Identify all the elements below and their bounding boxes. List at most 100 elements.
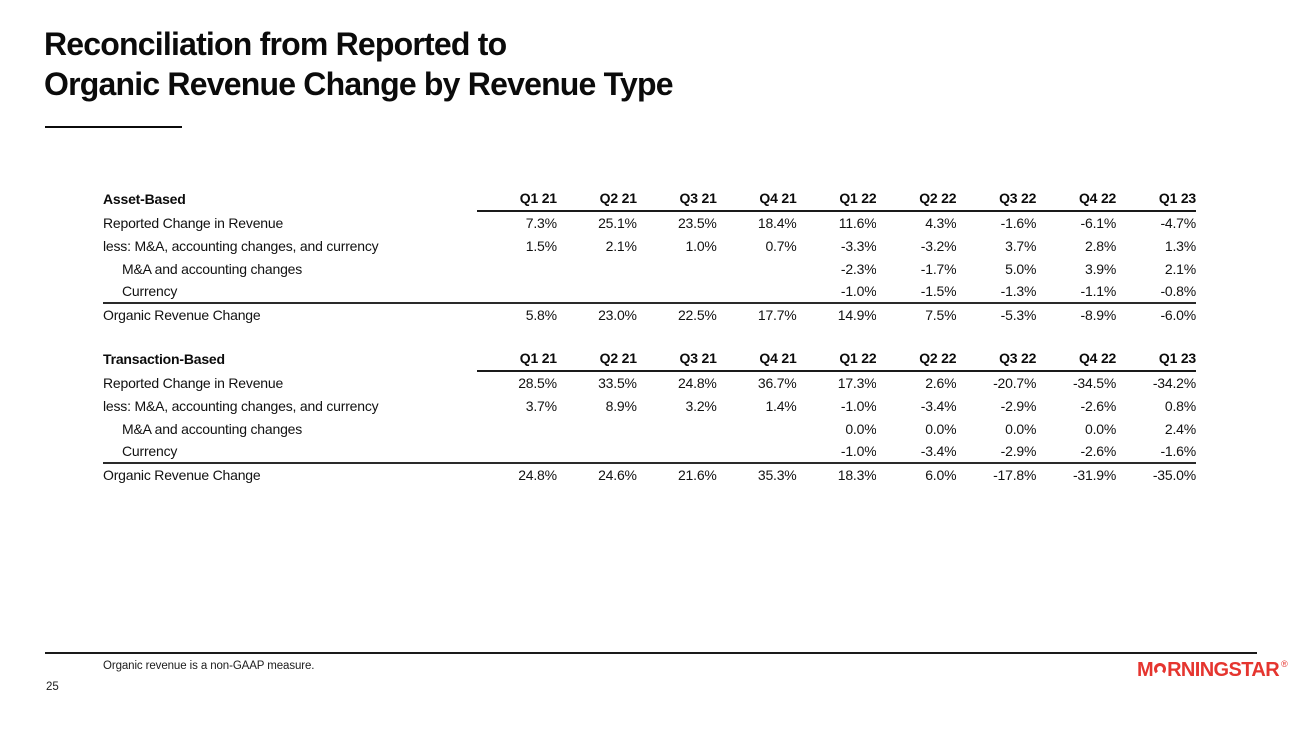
table-row: less: M&A, accounting changes, and curre… (103, 394, 1196, 417)
cell-value (477, 440, 557, 464)
cell-value: 33.5% (598, 375, 637, 391)
cell-value: -34.2% (1152, 375, 1197, 391)
row-label: Organic Revenue Change (103, 307, 261, 323)
cell-value: -0.8% (1116, 280, 1197, 304)
cell-value (637, 417, 717, 440)
cell-value (477, 417, 557, 440)
page-number: 25 (46, 681, 59, 693)
title-underline (45, 126, 182, 128)
cell-value (717, 417, 797, 440)
table-header-row: Transaction-Based Q1 21 Q2 21 Q3 21 Q4 21 Q1 … (103, 346, 1197, 372)
cell-value: -17.8% (993, 467, 1037, 483)
cell-value: 1.4% (765, 397, 797, 414)
cell-value: 7.5% (925, 307, 957, 323)
cell-value: -1.3% (956, 280, 1037, 304)
row-label: less: M&A, accounting changes, and curre… (103, 397, 379, 414)
cell-value: 7.3% (525, 215, 557, 231)
page-title: Reconciliation from Reported to Organic … (44, 24, 674, 104)
cell-value: 18.3% (837, 467, 877, 483)
cell-value: -3.4% (876, 440, 957, 464)
table-header-row: Asset-Based Q1 21 Q2 21 Q3 21 Q4 21 Q1 22 Q2 2… (103, 186, 1197, 212)
cell-value: -2.9% (956, 440, 1037, 464)
cell-value: -3.4% (920, 397, 957, 414)
page-title-line1: Reconciliation from Reported to (44, 26, 507, 62)
cell-value: 18.4% (757, 215, 797, 231)
quarter-header: Q1 22 (796, 346, 877, 372)
transaction-based-table: Transaction-Based Q1 21 Q2 21 Q3 21 Q4 21 Q1 … (103, 346, 1197, 486)
morningstar-logo: M RNINGSTAR ® (1137, 658, 1288, 682)
cell-value: -1.1% (1036, 280, 1117, 304)
cell-value: 6.0% (925, 467, 957, 483)
quarter-header: Q1 22 (796, 186, 877, 212)
cell-value: -1.0% (796, 440, 877, 464)
cell-value: 2.8% (1085, 237, 1117, 254)
cell-value: -1.5% (876, 280, 957, 304)
cell-value: -2.9% (1000, 397, 1037, 414)
cell-value: 17.3% (837, 375, 877, 391)
cell-value: 28.5% (518, 375, 557, 391)
table-row: less: M&A, accounting changes, and curre… (103, 234, 1196, 257)
cell-value: -34.5% (1072, 375, 1117, 391)
page-title-line2: Organic Revenue Change by Revenue Type (44, 66, 674, 102)
cell-value: 2.6% (925, 375, 957, 391)
cell-value (636, 280, 717, 304)
cell-value: -2.6% (1080, 397, 1117, 414)
cell-value: -31.9% (1072, 467, 1117, 483)
cell-value: -5.3% (1000, 307, 1037, 323)
quarter-header: Q2 21 (556, 346, 637, 372)
cell-value (556, 280, 637, 304)
footer-rule (45, 652, 1257, 654)
cell-value (717, 257, 797, 280)
cell-value: 1.3% (1164, 237, 1197, 254)
cell-value (637, 257, 717, 280)
row-label: Currency (103, 440, 477, 464)
quarter-header: Q2 22 (876, 186, 957, 212)
quarter-header: Q4 21 (716, 346, 797, 372)
cell-value: 24.6% (598, 467, 637, 483)
quarter-header: Q4 22 (1036, 186, 1117, 212)
section-label: Transaction-Based (103, 350, 225, 367)
cell-value: 0.7% (765, 237, 797, 254)
cell-value: -20.7% (993, 375, 1037, 391)
cell-value: 24.8% (677, 375, 717, 391)
asset-based-table: Asset-Based Q1 21 Q2 21 Q3 21 Q4 21 Q1 22 Q2 2… (103, 186, 1197, 326)
cell-value: -8.9% (1080, 307, 1117, 323)
cell-value (716, 280, 797, 304)
cell-value (477, 257, 557, 280)
cell-value: 2.1% (605, 237, 637, 254)
footnote: Organic revenue is a non-GAAP measure. (103, 660, 315, 672)
cell-value: -35.0% (1152, 467, 1197, 483)
cell-value: 17.7% (757, 307, 797, 323)
cell-value (636, 440, 717, 464)
cell-value: 3.2% (685, 397, 717, 414)
table-row: Reported Change in Revenue 7.3% 25.1% 23.5%… (103, 211, 1196, 234)
logo-text-rningstar: RNINGSTAR (1167, 658, 1280, 681)
table-row: Currency -1.0% -1.5% -1.3% -1.1% -0.8% (103, 280, 1197, 304)
cell-value: 3.7% (1005, 237, 1037, 254)
cell-value: 2.4% (1164, 420, 1197, 437)
cell-value: -6.0% (1160, 307, 1197, 323)
row-label: Currency (103, 280, 477, 304)
quarter-header: Q3 21 (636, 346, 717, 372)
cell-value: -4.7% (1160, 215, 1197, 231)
cell-value: 24.8% (518, 467, 557, 483)
row-label: Reported Change in Revenue (103, 214, 284, 231)
cell-value: 21.6% (677, 467, 717, 483)
cell-value: 1.0% (685, 237, 717, 254)
cell-value: -2.3% (840, 260, 877, 277)
quarter-header: Q1 23 (1116, 186, 1197, 212)
row-label: less: M&A, accounting changes, and curre… (103, 237, 379, 254)
cell-value (477, 280, 557, 304)
table-row: Reported Change in Revenue 28.5% 33.5% 24.8… (103, 371, 1196, 394)
cell-value: 3.9% (1085, 260, 1117, 277)
cell-value: 0.0% (1085, 420, 1117, 437)
cell-value: 25.1% (598, 215, 637, 231)
cell-value: 4.3% (925, 215, 957, 231)
cell-value: 11.6% (838, 215, 877, 231)
cell-value: 5.8% (525, 307, 557, 323)
cell-value (557, 417, 637, 440)
section-label: Asset-Based (103, 190, 186, 207)
cell-value: 3.7% (525, 397, 557, 414)
cell-value: 14.9% (837, 307, 877, 323)
